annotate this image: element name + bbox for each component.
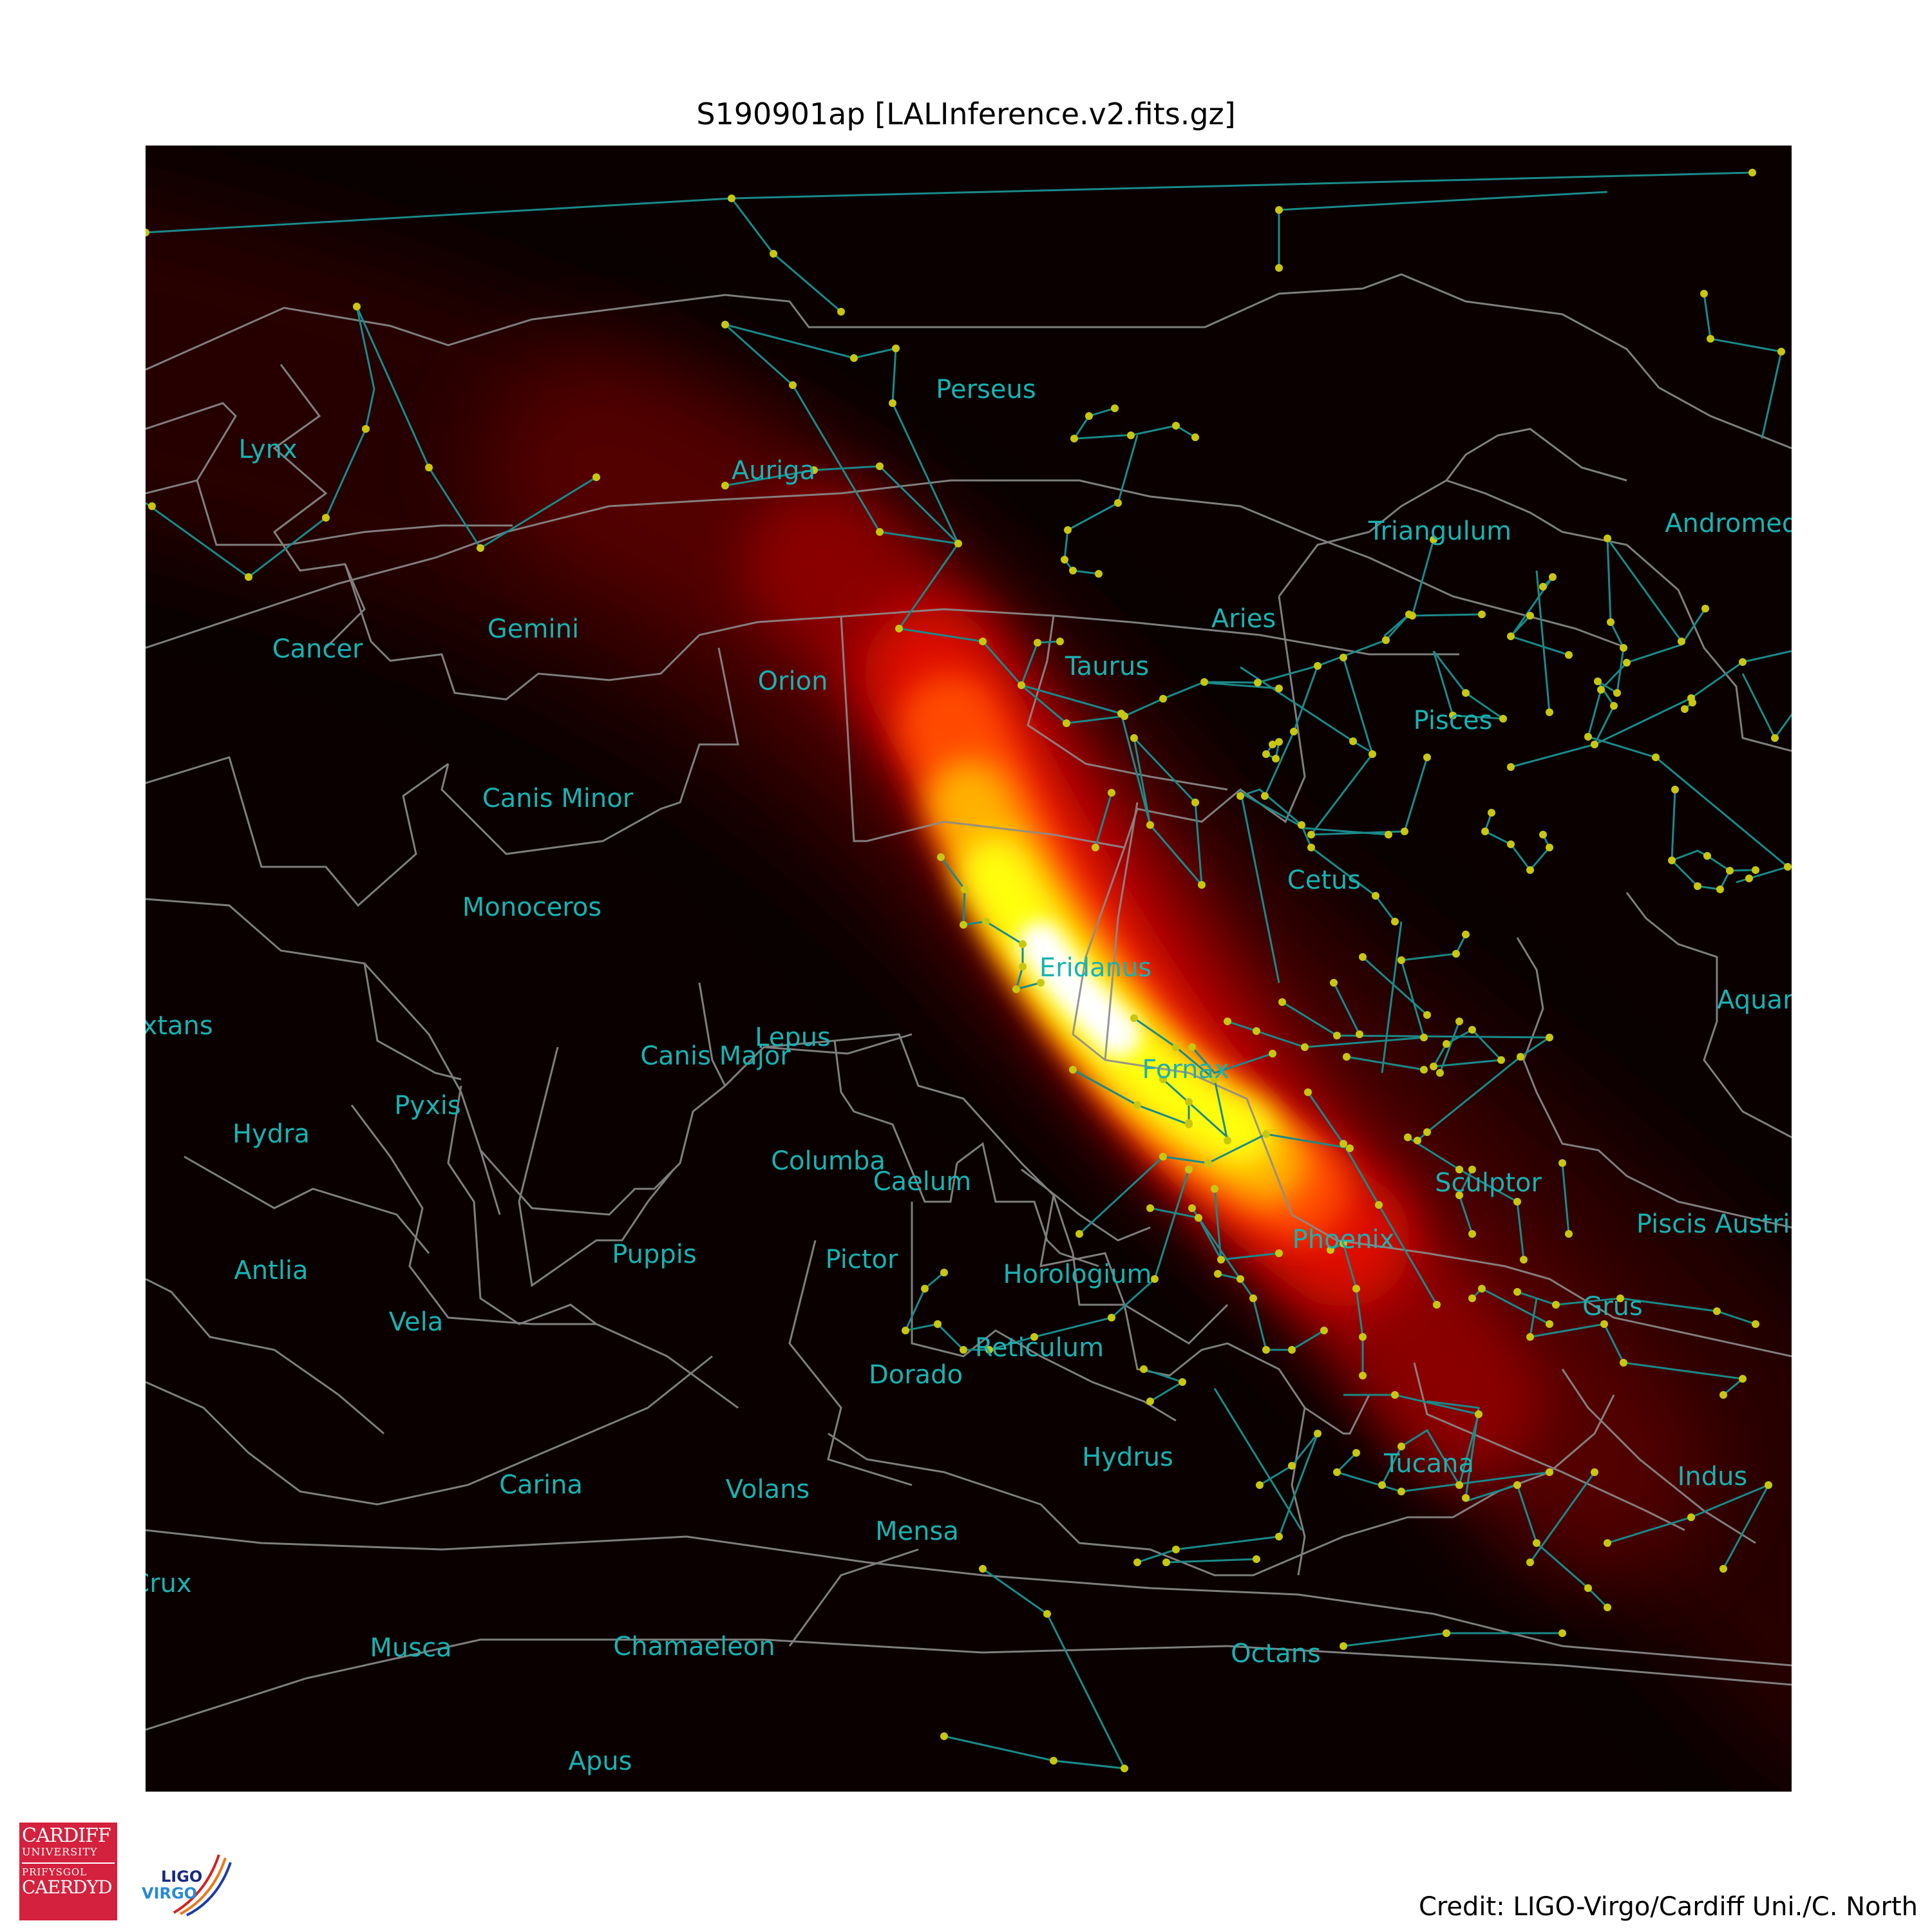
- label-sculptor: Sculptor: [1435, 1168, 1542, 1198]
- label-puppis: Puppis: [612, 1240, 697, 1269]
- label-gemini: Gemini: [488, 614, 579, 644]
- label-sextans: Sextans: [146, 1011, 213, 1041]
- label-hydra: Hydra: [232, 1119, 310, 1149]
- label-andromeda: Andromeda: [1665, 509, 1792, 538]
- label-triangulum: Triangulum: [1368, 516, 1511, 546]
- label-musca: Musca: [370, 1633, 451, 1663]
- label-caelum: Caelum: [873, 1167, 971, 1197]
- cardiff-logo-line4: CAERDYD: [22, 1877, 113, 1898]
- map-title: S190901ap [LALInference.v2.fits.gz]: [696, 97, 1236, 131]
- label-monoceros: Monoceros: [462, 893, 601, 922]
- ligo-logo-text: LIGO: [161, 1868, 202, 1886]
- label-taurus: Taurus: [1065, 652, 1149, 681]
- label-pictor: Pictor: [826, 1245, 899, 1274]
- label-lepus: Lepus: [755, 1023, 831, 1052]
- constellation-boundaries: [146, 273, 1792, 1731]
- label-dorado: Dorado: [869, 1360, 963, 1390]
- cardiff-university-logo: CARDIFF UNIVERSITY PRIFYSGOL CAERDYD: [19, 1823, 117, 1920]
- image-credit: Credit: LIGO-Virgo/Cardiff Uni./C. North: [1418, 1892, 1918, 1922]
- label-canis-minor: Canis Minor: [482, 784, 634, 813]
- label-indus: Indus: [1678, 1462, 1748, 1492]
- cardiff-logo-divider: [22, 1862, 115, 1864]
- label-cancer: Cancer: [272, 634, 363, 664]
- label-apus: Apus: [569, 1747, 632, 1776]
- ligo-virgo-logo: LIGO VIRGO: [142, 1854, 232, 1917]
- label-grus: Grus: [1582, 1292, 1643, 1321]
- label-aquarius: Aquarius: [1717, 985, 1792, 1015]
- label-antlia: Antlia: [234, 1256, 308, 1285]
- label-cetus: Cetus: [1287, 866, 1361, 895]
- label-eridanus: Eridanus: [1039, 953, 1151, 983]
- label-fornax: Fornax: [1142, 1055, 1229, 1084]
- label-mensa: Mensa: [875, 1517, 959, 1546]
- label-pyxis: Pyxis: [394, 1091, 460, 1121]
- label-horologium: Horologium: [1003, 1260, 1152, 1289]
- label-piscis-austrinus: Piscis Austrinus: [1636, 1209, 1792, 1239]
- label-columba: Columba: [771, 1146, 886, 1176]
- skymap: Lynx Auriga Perseus Triangulum Andromeda…: [146, 146, 1792, 1792]
- label-pisces: Pisces: [1414, 706, 1493, 735]
- label-reticulum: Reticulum: [975, 1333, 1104, 1363]
- cardiff-logo-line2: UNIVERSITY: [22, 1846, 98, 1858]
- label-vela: Vela: [389, 1307, 444, 1337]
- label-crux: Crux: [146, 1569, 192, 1598]
- label-volans: Volans: [726, 1475, 810, 1504]
- label-hydrus: Hydrus: [1082, 1443, 1173, 1472]
- constellation-labels: Lynx Auriga Perseus Triangulum Andromeda…: [146, 375, 1792, 1776]
- label-auriga: Auriga: [732, 456, 815, 486]
- label-lynx: Lynx: [238, 435, 297, 464]
- cardiff-logo-line1: CARDIFF: [22, 1824, 111, 1847]
- cardiff-logo-line3: PRIFYSGOL: [22, 1866, 88, 1878]
- label-phoenix: Phoenix: [1293, 1225, 1395, 1255]
- label-aries: Aries: [1211, 604, 1276, 634]
- stars: [146, 169, 1792, 1772]
- virgo-logo-text: VIRGO: [142, 1884, 197, 1902]
- label-chamaeleon: Chamaeleon: [613, 1632, 775, 1662]
- label-carina: Carina: [499, 1470, 583, 1500]
- label-canis-major: Canis Major: [640, 1041, 791, 1071]
- label-orion: Orion: [758, 667, 828, 696]
- label-octans: Octans: [1231, 1639, 1321, 1669]
- label-tucana: Tucana: [1383, 1449, 1474, 1479]
- label-perseus: Perseus: [936, 375, 1036, 404]
